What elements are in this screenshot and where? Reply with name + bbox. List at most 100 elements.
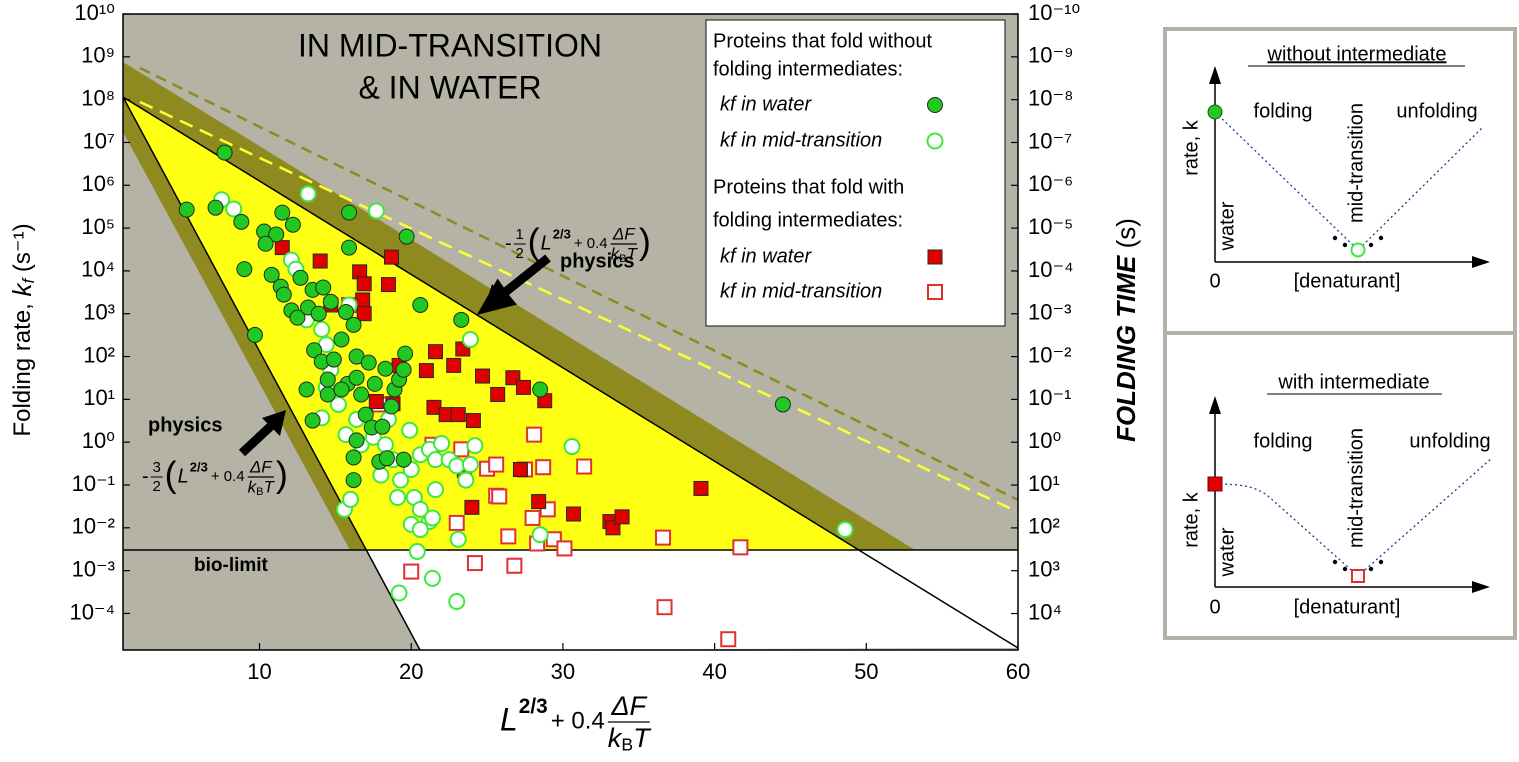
formula-part: k — [608, 722, 623, 753]
formula-part: T — [264, 477, 276, 496]
point — [322, 293, 339, 310]
point — [423, 569, 441, 587]
point — [366, 375, 383, 392]
annotation: physics — [560, 250, 634, 272]
inset-label: [denaturant] — [1294, 596, 1401, 618]
point — [566, 506, 582, 522]
point — [313, 320, 331, 338]
point — [348, 432, 365, 449]
point — [380, 277, 396, 293]
points — [178, 144, 854, 648]
inset-label: mid-transition — [1345, 428, 1367, 548]
point — [325, 351, 342, 368]
point — [426, 481, 444, 499]
rate-curve — [1214, 457, 1493, 577]
point — [376, 436, 394, 454]
point — [411, 500, 429, 518]
formula-part: ΔF — [610, 690, 647, 721]
inset-label: water — [1216, 527, 1238, 577]
arrow-head — [1472, 581, 1490, 593]
legend-marker — [927, 284, 943, 300]
dot — [1378, 559, 1384, 565]
point — [333, 381, 350, 398]
point — [524, 509, 541, 526]
point — [298, 381, 315, 398]
inset-label: folding — [1254, 430, 1313, 452]
point — [275, 286, 292, 303]
point — [268, 226, 285, 243]
formula-part: k — [611, 244, 621, 263]
legend-marker — [926, 132, 944, 150]
marker — [1351, 569, 1365, 583]
formula-part: T — [627, 244, 639, 263]
point — [274, 240, 290, 256]
point — [449, 530, 467, 548]
upper-band — [123, 62, 915, 550]
point — [345, 472, 362, 489]
formula-part: B — [256, 486, 263, 498]
point — [465, 413, 481, 429]
point — [178, 201, 195, 218]
formula-part: ΔF — [249, 457, 273, 476]
point — [337, 303, 354, 320]
point — [614, 509, 630, 525]
y2-tick-label: 10⁻⁸ — [1028, 85, 1073, 110]
point — [390, 584, 408, 602]
point — [342, 490, 360, 508]
x-tick-label: 50 — [854, 659, 878, 684]
point — [563, 438, 581, 456]
inset-label: unfolding — [1409, 430, 1490, 452]
point — [506, 557, 523, 574]
inset-label: mid-transition — [1345, 103, 1367, 223]
point — [377, 360, 394, 377]
point — [292, 269, 309, 286]
point — [411, 521, 429, 539]
formula-part: 3 — [153, 459, 161, 476]
point — [457, 471, 475, 489]
y2-tick-label: 10³ — [1028, 557, 1060, 582]
dot — [1368, 242, 1374, 248]
y-tick-label: 10⁵ — [81, 214, 115, 239]
y-label-part: k — [7, 281, 37, 296]
point — [720, 631, 737, 648]
formula-part: T — [633, 722, 652, 753]
point — [461, 456, 479, 474]
point — [453, 311, 470, 328]
inset-label: folding — [1254, 100, 1313, 122]
point — [319, 386, 336, 403]
y-tick-label: 10⁸ — [81, 85, 115, 110]
point — [274, 204, 291, 221]
point — [556, 540, 573, 557]
point — [576, 458, 593, 475]
inset-label: unfolding — [1396, 100, 1477, 122]
point — [374, 418, 391, 435]
formula-part: B — [621, 735, 633, 755]
point — [345, 316, 362, 333]
point — [304, 412, 321, 429]
inset: with intermediate rate, k folding mid-tr… — [1180, 371, 1493, 618]
point — [395, 451, 412, 468]
arrow — [238, 421, 276, 457]
point — [532, 381, 549, 398]
point — [475, 368, 491, 384]
y2-tick-label: 10² — [1028, 514, 1060, 539]
formula-part: - — [142, 465, 149, 487]
point — [367, 202, 385, 220]
point — [246, 326, 263, 343]
point — [512, 462, 528, 478]
inset-label: 0 — [1209, 596, 1220, 618]
inset-ylabel: rate, k — [1180, 119, 1202, 176]
point — [488, 456, 505, 473]
point — [341, 204, 358, 221]
y-tick-label: 10⁴ — [81, 257, 115, 282]
y2-tick-label: 10⁻⁶ — [1028, 171, 1073, 196]
x-tick-label: 40 — [702, 659, 726, 684]
point — [427, 344, 443, 360]
legend-label: kf in water — [720, 245, 812, 267]
point — [319, 371, 336, 388]
point — [693, 480, 709, 496]
legend-title: Proteins that fold with — [713, 176, 904, 198]
y2-label-part: FOLDING TIME — [1111, 255, 1141, 442]
point — [207, 199, 224, 216]
